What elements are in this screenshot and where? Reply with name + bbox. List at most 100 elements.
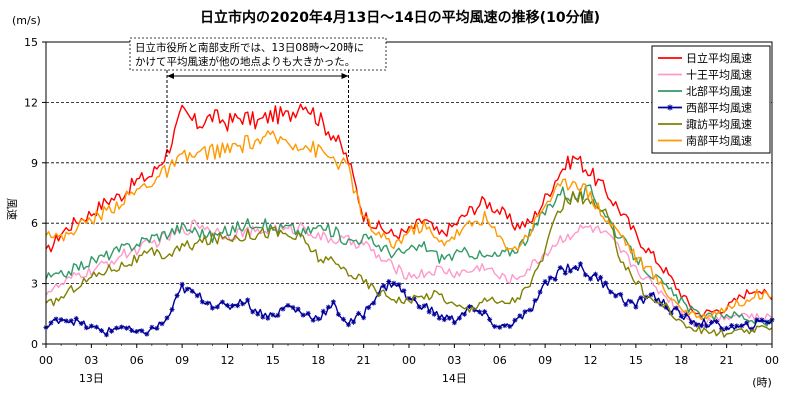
- series-marker: [703, 323, 709, 329]
- series-marker: [340, 316, 346, 322]
- legend-label-6: 南部平均風速: [686, 134, 752, 148]
- series-marker: [441, 317, 447, 323]
- series-marker: [310, 317, 316, 323]
- y-unit-label: (m/s): [12, 14, 41, 27]
- series-marker: [547, 275, 553, 281]
- series-marker: [265, 315, 271, 321]
- series-marker: [104, 332, 109, 338]
- series-marker: [411, 296, 417, 302]
- series-marker: [477, 309, 483, 315]
- series-marker: [58, 317, 64, 323]
- series-marker: [235, 303, 241, 309]
- series-marker: [280, 306, 286, 312]
- series-marker: [179, 281, 185, 287]
- series-marker: [663, 304, 669, 310]
- series-marker: [300, 312, 306, 318]
- y-tick-label: 12: [24, 96, 38, 109]
- series-marker: [199, 299, 205, 305]
- x-tick-label: 15: [629, 354, 643, 367]
- series-marker: [567, 268, 573, 274]
- x-tick-label: 12: [584, 354, 598, 367]
- series-marker: [169, 306, 175, 312]
- x-tick-label: 00: [39, 354, 53, 367]
- series-marker: [618, 291, 624, 297]
- series-line-6: [45, 130, 773, 321]
- series-marker: [139, 328, 145, 334]
- series-marker: [603, 280, 609, 286]
- chart-title: 日立市内の2020年4月13日～14日の平均風速の推移(10分値): [200, 9, 600, 26]
- series-marker: [225, 302, 230, 308]
- series-line-5: [45, 189, 773, 338]
- series-marker: [572, 264, 578, 270]
- y-tick-label: 6: [31, 217, 38, 230]
- series-marker: [356, 310, 362, 316]
- series-marker: [734, 323, 740, 329]
- series-marker: [754, 317, 760, 323]
- series-marker: [502, 323, 508, 329]
- series-marker: [517, 313, 523, 319]
- annotation-arrowhead-right: [341, 73, 349, 79]
- series-marker: [729, 322, 735, 328]
- series-marker: [219, 299, 225, 305]
- series-marker: [522, 309, 528, 315]
- series-marker: [184, 286, 190, 292]
- series-marker: [426, 309, 432, 315]
- x-tick-label: 00: [402, 354, 416, 367]
- series-marker: [759, 317, 765, 323]
- series-marker: [164, 315, 170, 321]
- series-marker: [260, 314, 266, 320]
- series-marker: [144, 331, 150, 337]
- y-tick-label: 3: [31, 278, 38, 291]
- x-day-label: 13日: [79, 372, 104, 385]
- y-tick-label: 15: [24, 36, 38, 49]
- legend-label-3: 北部平均風速: [686, 84, 752, 98]
- annotation-arrowhead-left: [167, 73, 174, 79]
- series-marker: [557, 265, 563, 271]
- series-marker: [114, 325, 120, 331]
- series-lines: [43, 103, 775, 338]
- series-marker: [295, 306, 301, 312]
- series-marker: [451, 320, 457, 326]
- series-marker: [285, 302, 291, 308]
- series-marker: [739, 323, 745, 329]
- x-day-label: 14日: [442, 372, 467, 385]
- series-marker: [446, 315, 452, 321]
- series-marker: [204, 300, 210, 306]
- series-marker: [406, 295, 412, 301]
- series-marker: [537, 289, 543, 295]
- series-marker: [109, 328, 115, 334]
- series-marker: [361, 315, 367, 321]
- x-tick-label: 06: [493, 354, 507, 367]
- series-marker: [431, 311, 437, 317]
- series-marker: [270, 312, 276, 318]
- series-marker: [391, 280, 397, 286]
- series-marker: [401, 288, 407, 294]
- series-marker: [698, 323, 704, 329]
- series-marker: [527, 307, 533, 313]
- annotation-text-line-2: かけて平均風速が他の地点よりも大きかった。: [135, 55, 355, 68]
- x-tick-label: 15: [266, 354, 280, 367]
- series-marker: [214, 304, 220, 310]
- x-tick-label: 21: [720, 354, 734, 367]
- series-marker: [83, 325, 89, 331]
- series-marker: [320, 308, 326, 314]
- series-marker: [325, 304, 331, 310]
- series-marker: [582, 272, 588, 278]
- y-tick-label: 0: [31, 338, 38, 351]
- x-tick-label: 09: [175, 354, 189, 367]
- series-marker: [255, 311, 261, 317]
- x-tick-label: 03: [447, 354, 461, 367]
- series-marker: [487, 316, 493, 322]
- x-tick-label: 21: [357, 354, 371, 367]
- series-marker: [436, 315, 442, 321]
- series-marker: [638, 295, 644, 301]
- x-tick-label: 09: [538, 354, 552, 367]
- series-marker: [159, 321, 165, 327]
- series-line-1: [45, 103, 773, 318]
- series-marker: [53, 316, 59, 322]
- series-marker: [719, 326, 725, 332]
- series-marker: [467, 304, 472, 310]
